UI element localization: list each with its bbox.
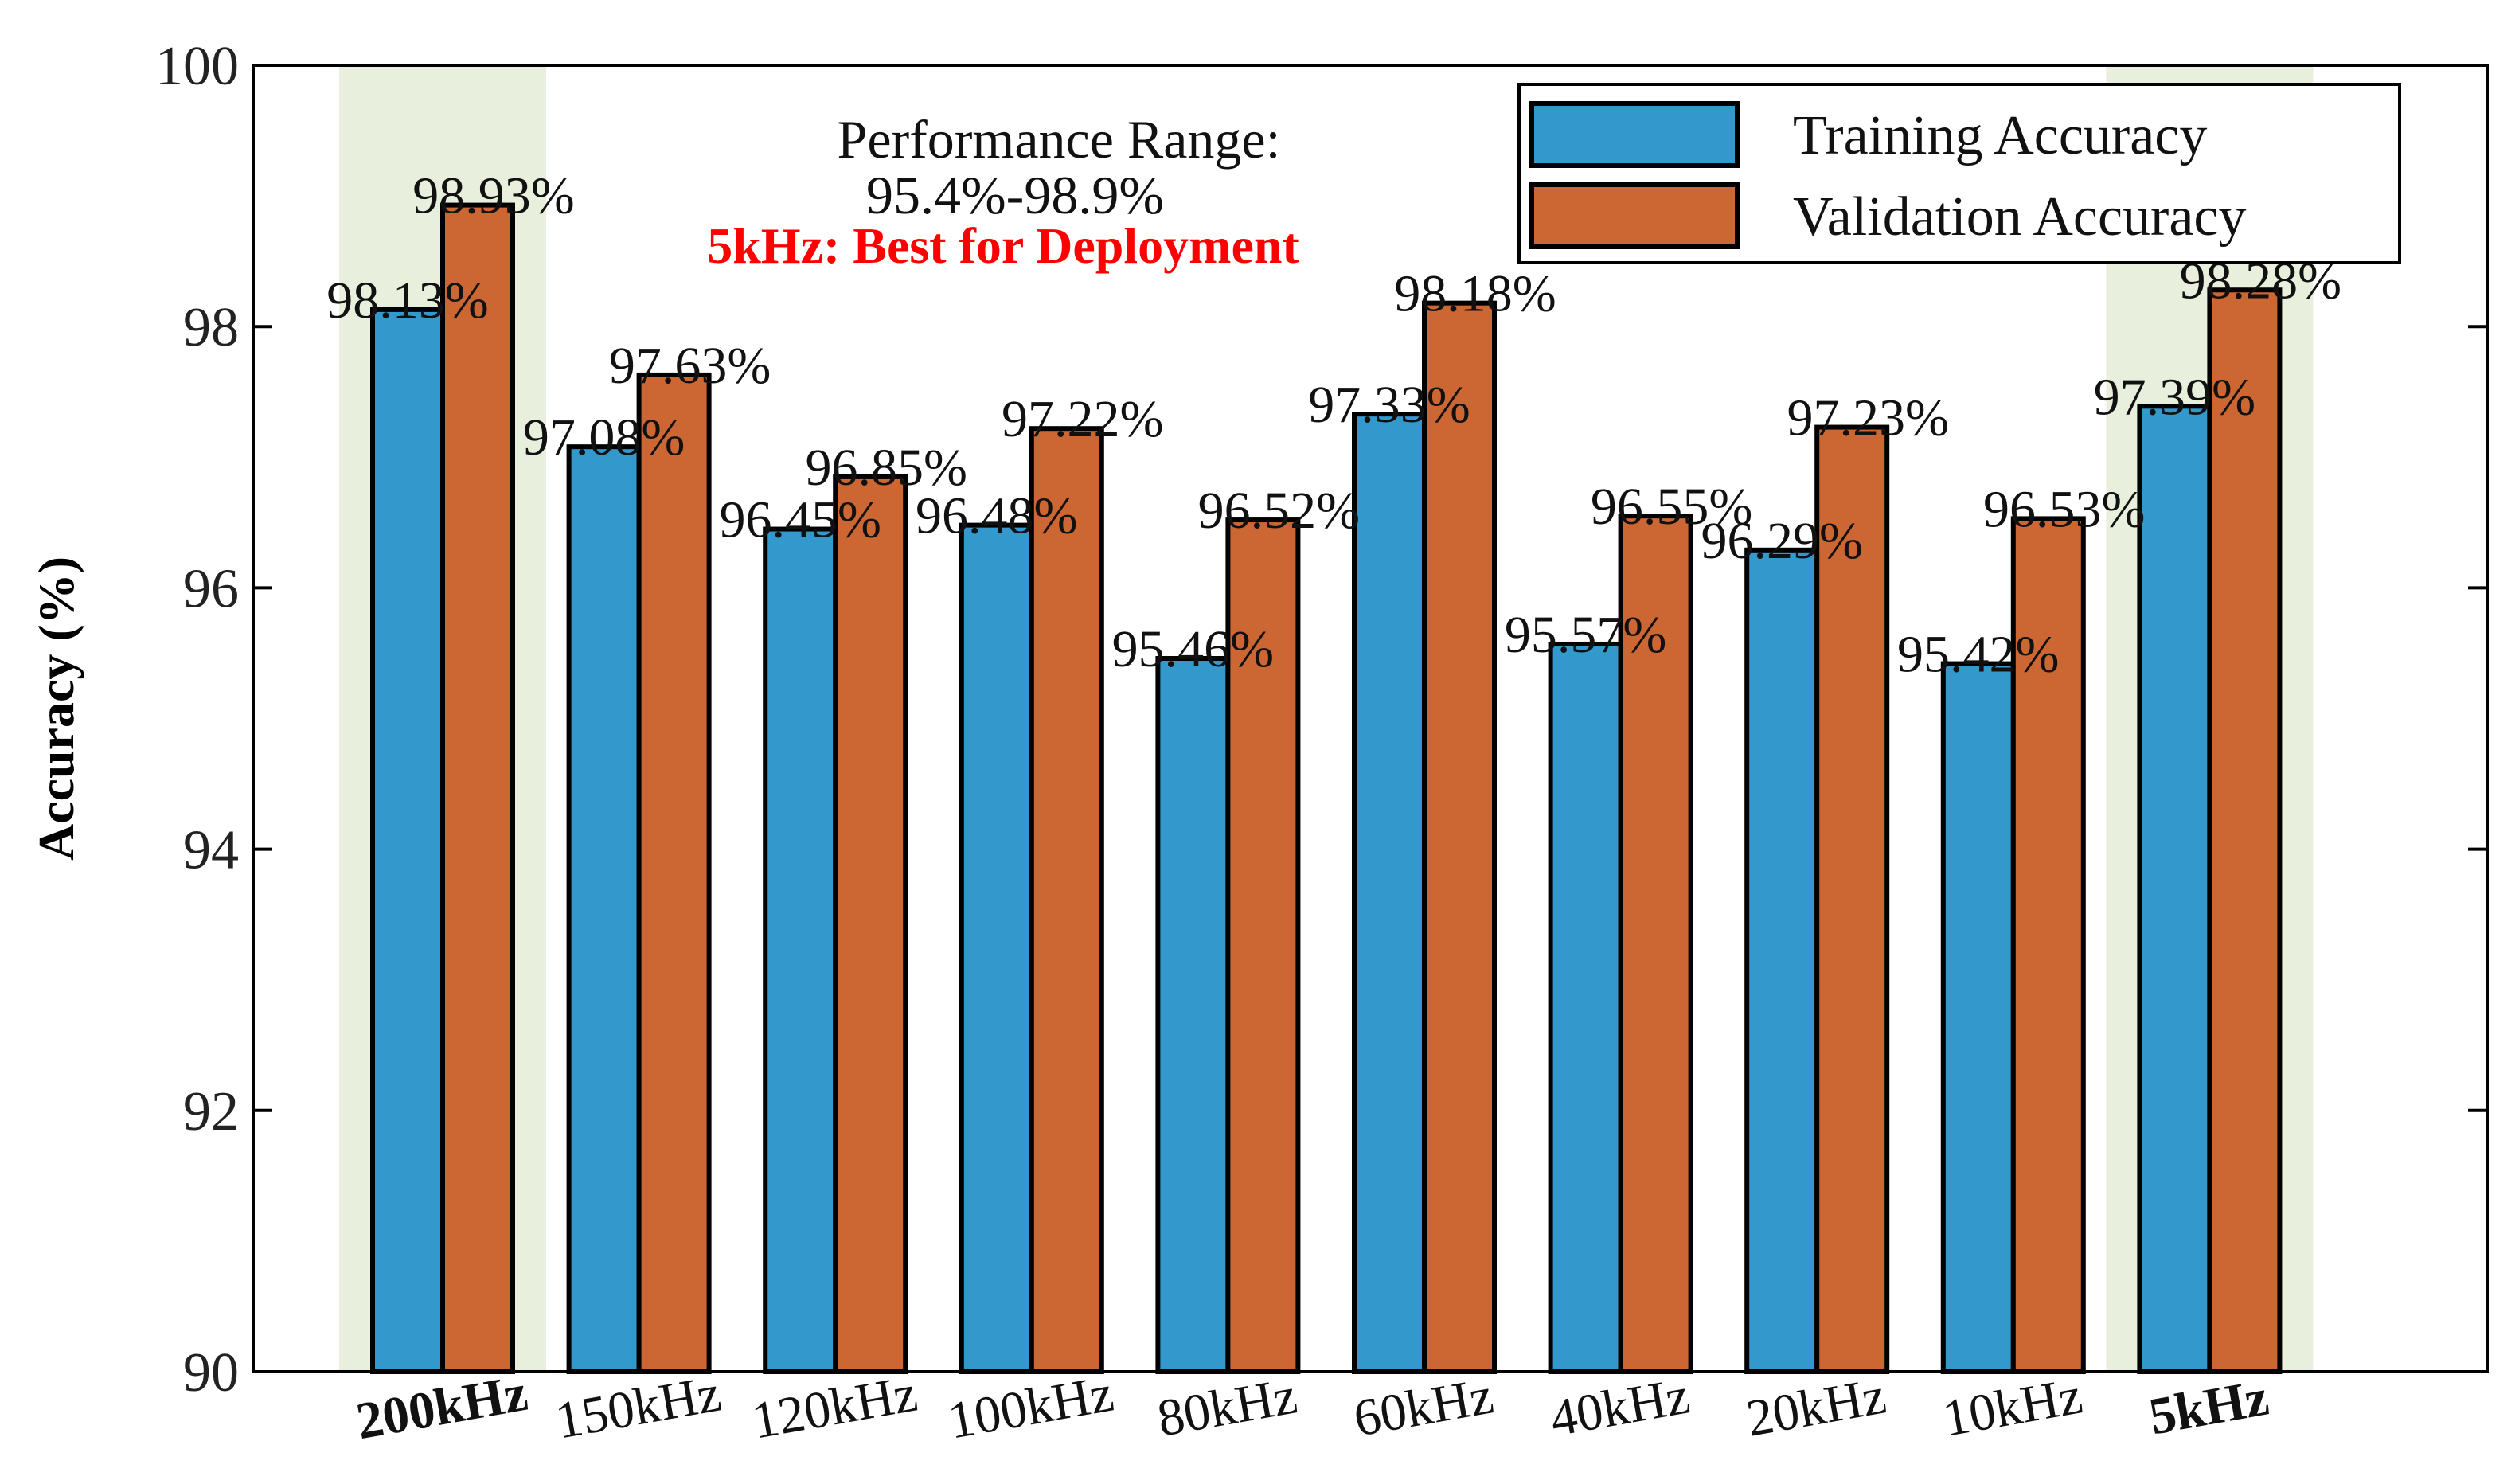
bar-training-120kHz bbox=[763, 526, 838, 1374]
bar-training-100kHz bbox=[959, 522, 1034, 1375]
data-label-training-100kHz: 96.48% bbox=[916, 487, 1077, 545]
legend-swatch-training bbox=[1529, 101, 1740, 168]
bar-validation-60kHz bbox=[1422, 300, 1497, 1374]
bar-training-60kHz bbox=[1352, 412, 1427, 1374]
x-tick-label-200kHz: 200kHz bbox=[352, 1364, 532, 1451]
data-label-training-120kHz: 96.45% bbox=[719, 491, 881, 549]
bar-training-5kHz bbox=[2137, 404, 2212, 1374]
data-label-validation-200kHz: 98.93% bbox=[412, 167, 574, 225]
bar-validation-5kHz bbox=[2207, 287, 2283, 1375]
annotation-range-title: Performance Range: bbox=[838, 109, 1281, 170]
data-label-validation-80kHz: 96.52% bbox=[1198, 482, 1360, 540]
data-label-validation-20kHz: 97.23% bbox=[1787, 389, 1948, 447]
bar-training-200kHz bbox=[370, 307, 445, 1375]
plot-border bbox=[252, 64, 2489, 1373]
y-tick-label: 94 bbox=[183, 820, 239, 881]
bar-validation-10kHz bbox=[2010, 516, 2086, 1374]
bar-validation-150kHz bbox=[636, 372, 712, 1374]
y-tick-label: 90 bbox=[183, 1342, 239, 1404]
data-label-validation-10kHz: 96.53% bbox=[1983, 480, 2145, 538]
data-label-validation-60kHz: 98.18% bbox=[1394, 265, 1556, 323]
plot-frame bbox=[252, 64, 2489, 1373]
legend: Training Accuracy Validation Accuracy bbox=[1517, 83, 2401, 264]
bar-validation-200kHz bbox=[440, 202, 515, 1374]
data-label-validation-100kHz: 97.22% bbox=[1002, 390, 1163, 448]
data-label-training-60kHz: 97.33% bbox=[1308, 376, 1470, 434]
x-tick-label-5kHz: 5kHz bbox=[2145, 1369, 2273, 1447]
x-axis-ticks: 200kHz 150kHz 120kHz 100kHz 80kHz 60kHz 40kHz 2… bbox=[352, 1364, 2273, 1451]
bar-validation-20kHz bbox=[1814, 424, 1890, 1374]
data-label-training-150kHz: 97.08% bbox=[523, 408, 685, 467]
y-tick-label: 100 bbox=[155, 36, 239, 97]
data-labels: 98.13% 98.93% 97.08% 97.63% 96.45%96.85%96.4… bbox=[326, 167, 2341, 684]
y-tick-label: 92 bbox=[183, 1081, 239, 1142]
bar-training-40kHz bbox=[1548, 641, 1623, 1374]
bar-training-150kHz bbox=[566, 444, 642, 1374]
x-tick-label-10kHz: 10kHz bbox=[1939, 1366, 2087, 1447]
data-label-validation-120kHz: 96.85% bbox=[805, 439, 967, 497]
data-label-training-5kHz: 97.39% bbox=[2094, 368, 2255, 426]
data-label-training-80kHz: 95.46% bbox=[1112, 620, 1274, 678]
bars bbox=[370, 202, 2283, 1375]
y-axis-title: Accuracy (%) bbox=[28, 556, 84, 861]
data-label-validation-150kHz: 97.63% bbox=[609, 337, 771, 395]
data-label-training-20kHz: 96.29% bbox=[1701, 512, 1862, 570]
bar-validation-80kHz bbox=[1225, 517, 1301, 1374]
data-label-validation-40kHz: 96.55% bbox=[1591, 478, 1752, 536]
x-tick-label-120kHz: 120kHz bbox=[748, 1364, 921, 1450]
x-tick-label-150kHz: 150kHz bbox=[551, 1364, 724, 1450]
legend-label-training: Training Accuracy bbox=[1793, 105, 2207, 166]
bar-training-80kHz bbox=[1155, 656, 1231, 1374]
legend-swatch-validation bbox=[1529, 182, 1740, 249]
annotation-deployment-note: 5kHz: Best for Deployment bbox=[707, 217, 1299, 274]
x-tick-label-40kHz: 40kHz bbox=[1546, 1366, 1694, 1447]
bar-training-10kHz bbox=[1940, 661, 2016, 1374]
bar-validation-40kHz bbox=[1618, 514, 1693, 1374]
x-tick-label-100kHz: 100kHz bbox=[944, 1364, 1118, 1450]
x-tick-label-20kHz: 20kHz bbox=[1742, 1366, 1890, 1447]
data-label-training-40kHz: 95.57% bbox=[1505, 606, 1666, 664]
bar-training-20kHz bbox=[1744, 547, 1820, 1374]
data-label-training-10kHz: 95.42% bbox=[1897, 626, 2059, 684]
y-tick-label: 98 bbox=[183, 297, 239, 358]
y-axis-ticks: 90 92 94 96 98 100 bbox=[155, 36, 2487, 1404]
x-tick-label-60kHz: 60kHz bbox=[1349, 1366, 1498, 1447]
bar-validation-100kHz bbox=[1029, 426, 1104, 1374]
y-tick-label: 96 bbox=[183, 558, 239, 619]
data-label-training-200kHz: 98.13% bbox=[326, 271, 488, 330]
x-tick-label-80kHz: 80kHz bbox=[1153, 1366, 1301, 1447]
annotation-range-value: 95.4%-98.9% bbox=[866, 165, 1164, 225]
legend-label-validation: Validation Accuracy bbox=[1793, 186, 2247, 248]
bar-validation-120kHz bbox=[833, 474, 908, 1374]
